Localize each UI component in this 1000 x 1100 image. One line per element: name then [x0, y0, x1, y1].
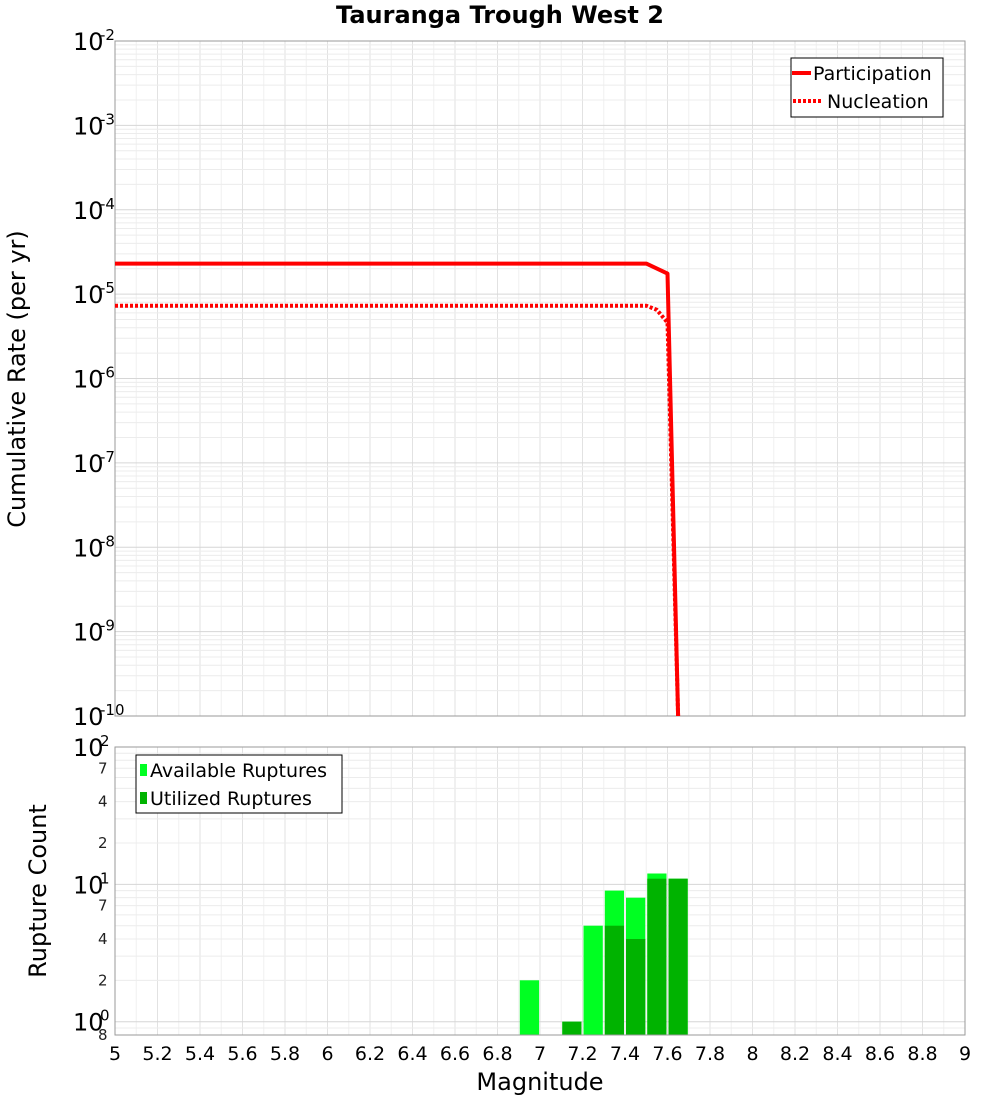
bottom-legend-box	[135, 754, 343, 814]
x-tick-label: 9	[959, 1043, 971, 1065]
x-tick-label: 6.6	[440, 1043, 470, 1065]
x-tick-label: 7.8	[695, 1043, 725, 1065]
top-y-tick-label: 10	[73, 28, 104, 56]
bottom-plot-bars	[519, 873, 688, 1035]
x-tick-label: 8	[746, 1043, 758, 1065]
bottom-y-minor-tick-label: 2	[98, 971, 108, 989]
top-y-tick-label: 10	[73, 281, 104, 309]
bottom-y-tick-label: 10	[73, 871, 104, 899]
utilized-legend-label: Utilized Ruptures	[150, 788, 312, 810]
bottom-y-tick-label: 10	[73, 1009, 104, 1037]
bottom-y-minor-tick-label: 7	[98, 759, 108, 777]
bottom-plot-frame	[114, 746, 966, 1036]
x-tick-label: 6.4	[397, 1043, 427, 1065]
x-tick-label: 8.4	[822, 1043, 852, 1065]
top-y-tick-exponent: -3	[100, 110, 115, 128]
top-y-tick-exponent: -9	[100, 617, 115, 635]
x-axis-ticks: 5 5.2 5.4 5.6 5.8 6 6.2 6.4 6.6 6.8 7 7.2 7.4 7.6 7.8 8…	[109, 1043, 971, 1065]
top-y-tick-label: 10	[73, 703, 104, 731]
x-axis-label: Magnitude	[476, 1068, 603, 1096]
top-y-tick-label: 10	[73, 619, 104, 647]
top-y-tick-exponent: -4	[100, 195, 115, 213]
utilized-rupture-bar	[647, 878, 667, 1035]
bottom-y-minor-tick-label: 2	[98, 834, 108, 852]
bottom-y-minor-tick-label: 4	[98, 930, 108, 948]
top-plot-grid	[114, 41, 966, 717]
bottom-y-minor-tick-label: 7	[98, 897, 108, 915]
chart-title: Tauranga Trough West 2	[336, 1, 664, 29]
top-y-axis-ticks: 10-210-310-410-510-610-710-810-910-10	[73, 26, 125, 731]
bottom-y-minor-tick-label: 4	[98, 793, 108, 811]
x-tick-label: 5.8	[270, 1043, 300, 1065]
top-legend: Participation Nucleation	[790, 57, 944, 118]
x-tick-label: 7.2	[567, 1043, 597, 1065]
x-tick-label: 6.8	[482, 1043, 512, 1065]
utilized-rupture-bar	[668, 878, 688, 1035]
x-tick-label: 7.4	[610, 1043, 640, 1065]
top-y-tick-exponent: -8	[100, 532, 115, 550]
x-tick-label: 5.2	[142, 1043, 172, 1065]
bottom-y-tick-exponent: 0	[100, 1007, 110, 1025]
nucleation-legend-label: Nucleation	[827, 91, 929, 113]
x-tick-label: 7	[534, 1043, 546, 1065]
nucleation-series-line	[115, 303, 681, 717]
top-y-tick-label: 10	[73, 534, 104, 562]
participation-series-line	[115, 261, 681, 717]
x-tick-label: 6.2	[355, 1043, 385, 1065]
x-tick-label: 5.6	[227, 1043, 257, 1065]
bottom-legend: Available Ruptures Utilized Ruptures	[135, 754, 343, 814]
bottom-y-minor-tick-label: 8	[98, 1026, 108, 1044]
top-y-tick-exponent: -5	[100, 279, 115, 297]
top-plot-frame	[114, 40, 966, 717]
x-tick-label: 8.2	[780, 1043, 810, 1065]
x-tick-label: 6	[321, 1043, 333, 1065]
utilized-rupture-bar	[604, 925, 624, 1035]
utilized-rupture-bar	[562, 1021, 582, 1035]
x-tick-label: 7.6	[652, 1043, 682, 1065]
top-y-tick-label: 10	[73, 366, 104, 394]
top-y-tick-label: 10	[73, 197, 104, 225]
top-y-tick-exponent: -6	[100, 364, 115, 382]
top-legend-box	[790, 57, 944, 118]
bottom-y-tick-exponent: 1	[100, 869, 110, 887]
available-legend-label: Available Ruptures	[150, 760, 327, 782]
top-y-tick-label: 10	[73, 112, 104, 140]
top-y-tick-exponent: -2	[100, 26, 115, 44]
utilized-legend-swatch	[140, 792, 147, 804]
x-tick-label: 5	[109, 1043, 121, 1065]
x-tick-label: 8.8	[907, 1043, 937, 1065]
bottom-y-axis-label: Rupture Count	[24, 804, 52, 978]
x-tick-label: 8.6	[865, 1043, 895, 1065]
bottom-y-tick-label: 10	[73, 734, 104, 762]
top-y-tick-exponent: -10	[100, 701, 125, 719]
x-tick-label: 5.4	[185, 1043, 215, 1065]
bottom-y-tick-exponent: 2	[100, 732, 110, 750]
top-y-axis-label: Cumulative Rate (per yr)	[3, 230, 31, 528]
available-rupture-bar	[519, 980, 540, 1035]
top-y-tick-label: 10	[73, 450, 104, 478]
top-y-tick-exponent: -7	[100, 448, 115, 466]
utilized-rupture-bar	[626, 939, 646, 1035]
available-legend-swatch	[140, 764, 147, 776]
top-plot-series	[115, 261, 681, 717]
participation-legend-label: Participation	[813, 63, 932, 85]
available-rupture-bar	[583, 925, 603, 1035]
